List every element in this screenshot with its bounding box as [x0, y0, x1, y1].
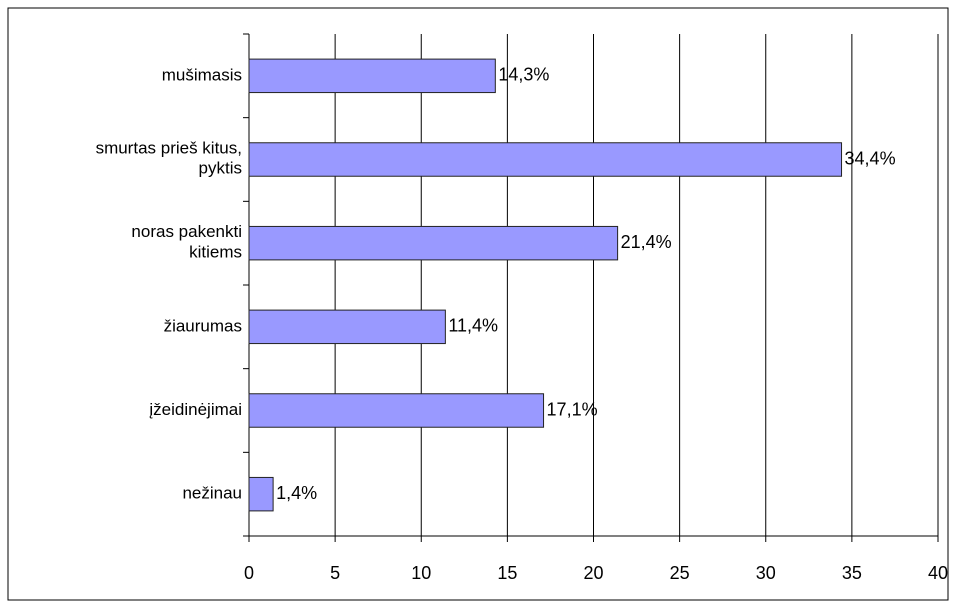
value-label: 11,4%	[448, 316, 498, 336]
y-tick-label: įžeidinėjimai	[149, 400, 242, 419]
y-tick-label: smurtas prieš kitus, pyktis	[96, 139, 242, 178]
y-tick-label: mušimasis	[162, 65, 242, 84]
x-tick-label: 40	[928, 563, 948, 583]
bar	[248, 58, 496, 94]
bar	[248, 393, 545, 428]
value-label: 1,4%	[276, 483, 317, 503]
value-label: 21,4%	[621, 232, 672, 252]
x-tick-label: 25	[670, 563, 690, 583]
bar	[248, 476, 274, 512]
value-label: 14,3%	[498, 65, 549, 85]
y-tick-label: žiaurumas	[164, 316, 242, 335]
value-label: 17,1%	[547, 399, 598, 419]
x-tick-label: 0	[244, 563, 254, 583]
x-tick-label: 20	[583, 563, 603, 583]
bar	[248, 142, 843, 177]
y-tick-label: noras pakenkti kitiems	[131, 222, 242, 261]
x-tick-label: 10	[411, 563, 431, 583]
value-label: 34,4%	[845, 148, 896, 168]
x-tick-label: 30	[756, 563, 776, 583]
bar	[248, 225, 619, 261]
y-tick-label: nežinau	[182, 484, 242, 503]
chart-frame	[7, 7, 949, 601]
bar	[248, 309, 446, 345]
x-tick-label: 5	[330, 563, 340, 583]
x-tick-label: 15	[497, 563, 517, 583]
x-tick-label: 35	[842, 563, 862, 583]
